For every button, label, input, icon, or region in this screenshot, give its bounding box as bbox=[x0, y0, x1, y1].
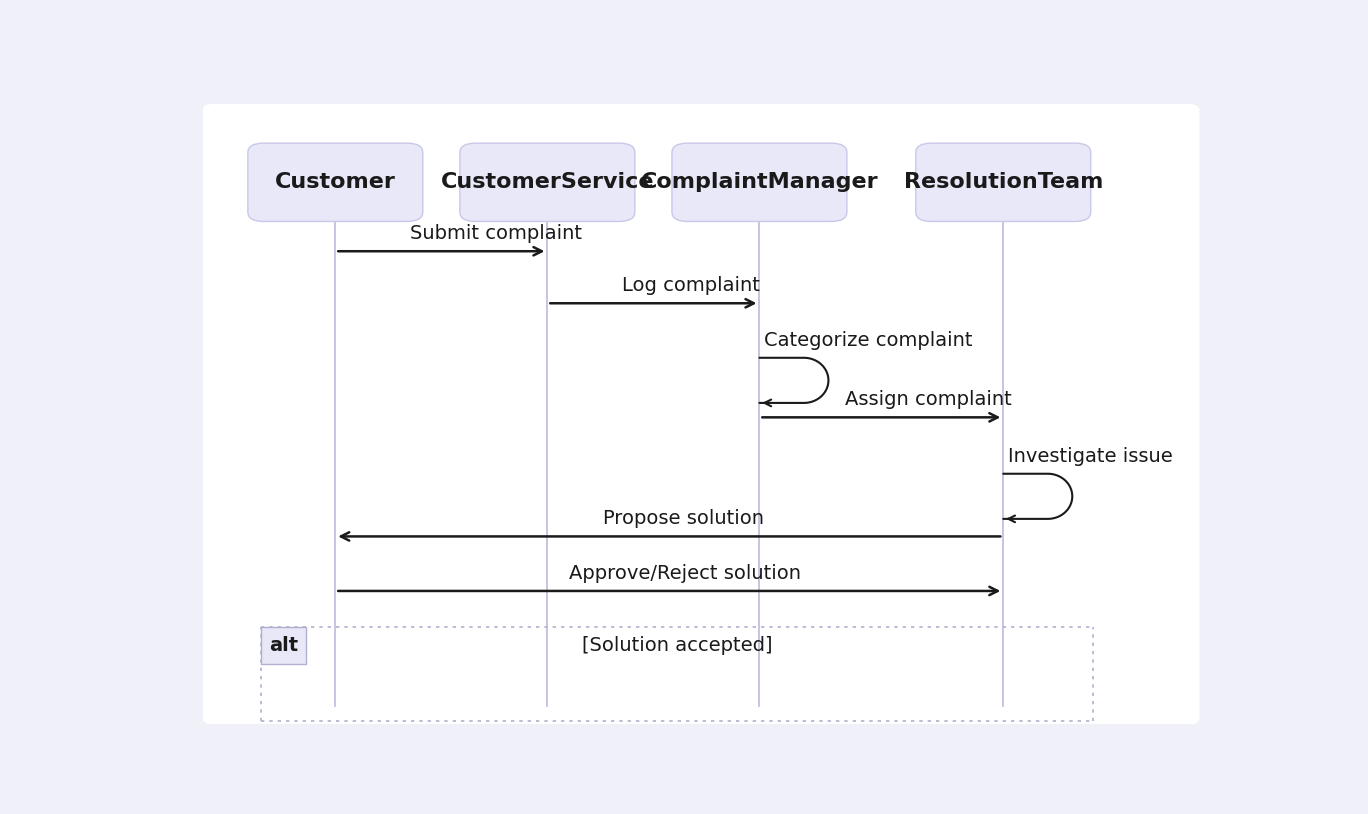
Text: Submit complaint: Submit complaint bbox=[409, 224, 581, 243]
FancyBboxPatch shape bbox=[202, 104, 1200, 724]
Text: Propose solution: Propose solution bbox=[602, 510, 763, 528]
FancyBboxPatch shape bbox=[672, 143, 847, 221]
Text: alt: alt bbox=[269, 636, 298, 655]
Text: [Solution accepted]: [Solution accepted] bbox=[581, 636, 773, 655]
FancyBboxPatch shape bbox=[460, 143, 635, 221]
Text: Categorize complaint: Categorize complaint bbox=[763, 331, 973, 350]
Text: ComplaintManager: ComplaintManager bbox=[640, 173, 878, 192]
FancyBboxPatch shape bbox=[915, 143, 1090, 221]
Text: CustomerService: CustomerService bbox=[440, 173, 654, 192]
Text: Investigate issue: Investigate issue bbox=[1008, 447, 1172, 466]
Text: Assign complaint: Assign complaint bbox=[845, 390, 1011, 409]
FancyBboxPatch shape bbox=[248, 143, 423, 221]
Text: ResolutionTeam: ResolutionTeam bbox=[904, 173, 1103, 192]
Text: Approve/Reject solution: Approve/Reject solution bbox=[569, 564, 802, 583]
Text: Log complaint: Log complaint bbox=[621, 276, 759, 295]
Bar bbox=[261, 628, 305, 663]
Text: Customer: Customer bbox=[275, 173, 395, 192]
